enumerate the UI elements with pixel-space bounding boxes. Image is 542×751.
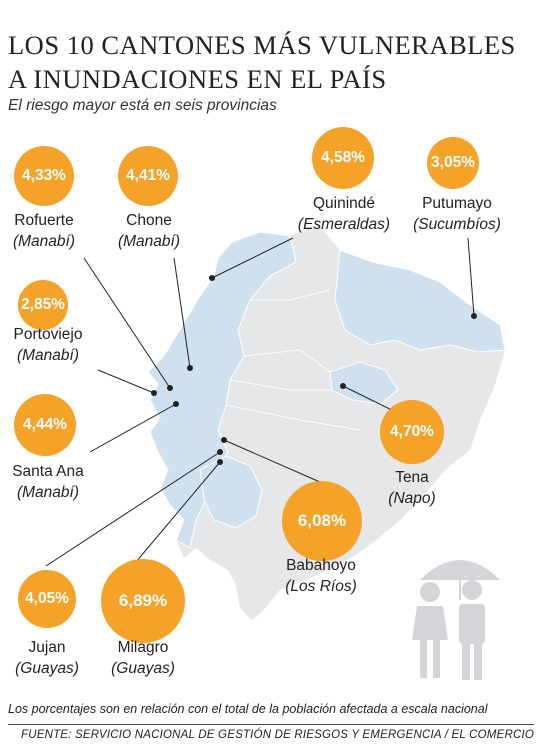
- province-name: (Los Ríos): [285, 578, 357, 595]
- footnote: Los porcentajes son en relación con el t…: [8, 702, 488, 716]
- canton-name: Santa Ana: [12, 463, 84, 480]
- canton-name: Tena: [395, 469, 429, 486]
- percentage-bubble: 4,44%: [14, 394, 76, 456]
- canton-name: Jujan: [28, 639, 66, 656]
- canton-label: Quinindé (Esmeraldas): [284, 193, 404, 235]
- infographic-title: LOS 10 CANTONES MÁS VULNERABLES A INUNDA…: [8, 30, 516, 94]
- percentage-bubble: 2,85%: [18, 280, 68, 330]
- canton-name: Quinindé: [312, 195, 376, 212]
- province-name: (Manabí): [117, 233, 181, 250]
- map-guayas-highlight: [199, 455, 263, 529]
- canton-label: Milagro (Guayas): [98, 637, 188, 679]
- divider: [8, 724, 534, 725]
- map-napo-highlight: [329, 361, 399, 405]
- people-umbrella-illustration: [412, 560, 500, 680]
- canton-name: Babahoyo: [286, 557, 356, 574]
- percentage-bubble: 4,05%: [18, 570, 76, 628]
- canton-name: Rofuerte: [14, 212, 74, 229]
- source-credit: FUENTE: SERVICIO NACIONAL DE GESTIÓN DE …: [20, 729, 534, 741]
- percentage-bubble: 4,41%: [118, 146, 178, 206]
- province-name: (Guayas): [15, 660, 79, 677]
- percentage-bubble: 4,70%: [380, 400, 444, 464]
- canton-name: Milagro: [117, 639, 169, 656]
- province-name: (Napo): [388, 490, 436, 507]
- province-name: (Esmeraldas): [297, 216, 391, 233]
- province-name: (Sucumbíos): [413, 216, 501, 233]
- canton-label: Rofuerte (Manabí): [0, 210, 88, 252]
- canton-label: Babahoyo (Los Ríos): [266, 555, 376, 597]
- province-name: (Manabí): [16, 347, 80, 364]
- canton-name: Portoviejo: [13, 326, 83, 343]
- canton-label: Putumayo (Sucumbíos): [404, 193, 510, 235]
- map-coast-highlight: [147, 231, 297, 549]
- canton-name: Chone: [126, 212, 172, 229]
- percentage-bubble: 6,08%: [282, 481, 362, 561]
- map-sucumbios-highlight: [334, 249, 506, 353]
- canton-label: Jujan (Guayas): [0, 637, 94, 679]
- percentage-bubble: 4,33%: [14, 146, 74, 206]
- percentage-bubble: 3,05%: [427, 137, 479, 189]
- province-name: (Manabí): [12, 233, 76, 250]
- infographic-subtitle: El riesgo mayor está en seis provincias: [8, 97, 277, 114]
- canton-label: Santa Ana (Manabí): [0, 461, 96, 503]
- province-name: (Manabí): [16, 484, 80, 501]
- percentage-bubble: 4,58%: [312, 127, 374, 189]
- canton-label: Chone (Manabí): [104, 210, 194, 252]
- percentage-bubble: 6,89%: [101, 559, 185, 643]
- province-name: (Guayas): [111, 660, 175, 677]
- canton-name: Putumayo: [422, 195, 492, 212]
- canton-label: Portoviejo (Manabí): [0, 324, 96, 366]
- canton-label: Tena (Napo): [370, 467, 454, 509]
